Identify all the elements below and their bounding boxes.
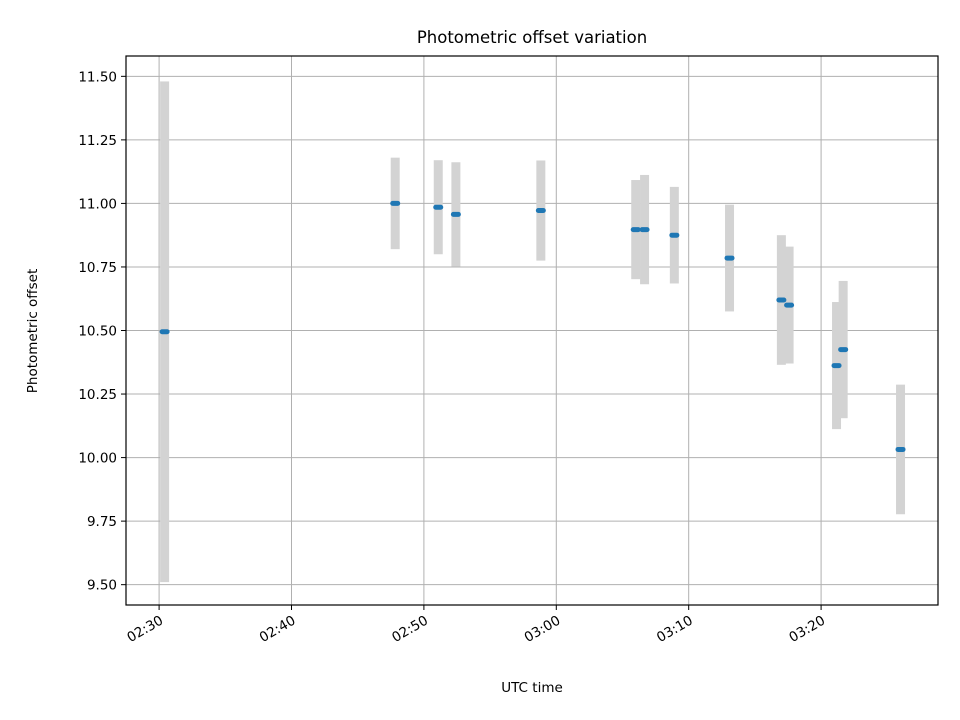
data-point (895, 446, 906, 452)
y-tick-label: 11.00 (78, 196, 117, 212)
data-point (669, 232, 680, 238)
data-point (838, 347, 849, 353)
data-point (450, 211, 461, 217)
y-tick-label: 11.25 (78, 133, 117, 149)
data-point (433, 204, 444, 210)
y-axis-ticks: 9.50 9.75 10.00 10.25 10.50 10.75 11.00 11.25 11… (78, 69, 126, 594)
y-axis-label: Photometric offset (25, 269, 41, 393)
y-tick-label: 10.75 (78, 260, 117, 276)
data-points (159, 200, 906, 452)
grid-lines (126, 56, 938, 605)
data-point (535, 208, 546, 214)
data-point (831, 363, 842, 369)
data-point (159, 329, 170, 335)
y-tick-label: 10.25 (78, 387, 117, 403)
y-tick-label: 11.50 (78, 69, 117, 85)
y-tick-label: 9.50 (87, 578, 117, 594)
data-point (776, 297, 787, 303)
data-point (639, 227, 650, 233)
chart-title: Photometric offset variation (417, 28, 647, 47)
y-tick-label: 10.00 (78, 451, 117, 467)
y-tick-label: 10.50 (78, 324, 117, 340)
y-tick-label: 9.75 (87, 514, 117, 530)
data-point (630, 227, 641, 233)
data-point (390, 200, 401, 206)
data-point (724, 255, 735, 261)
x-axis-label: UTC time (501, 680, 563, 696)
data-point (784, 302, 795, 308)
